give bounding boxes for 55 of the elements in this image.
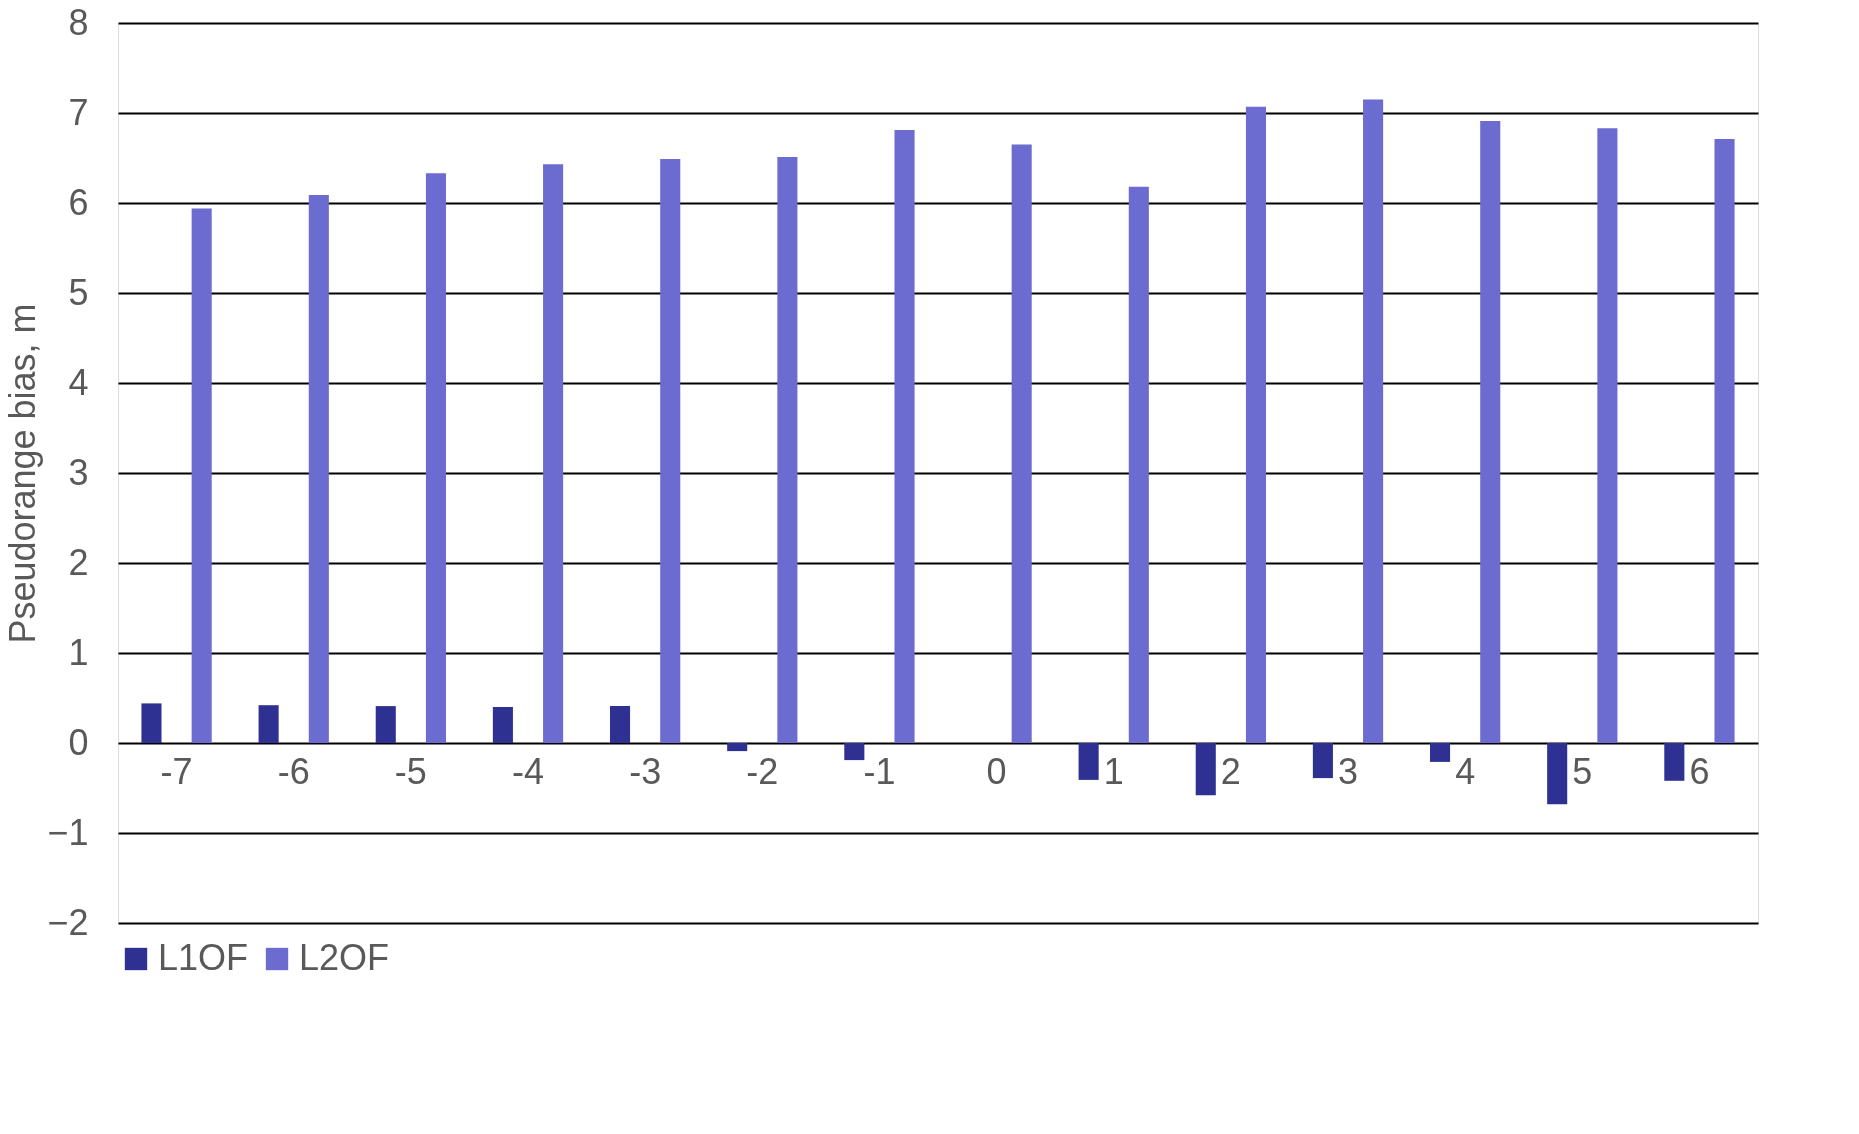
x-tick-label: 2 [1220, 750, 1241, 792]
y-tick-label: 5 [68, 271, 89, 313]
bar [425, 173, 446, 743]
bar [1078, 743, 1099, 780]
bar [1714, 139, 1735, 743]
x-tick-label: 4 [1455, 750, 1476, 792]
x-tick-label: 0 [986, 750, 1007, 792]
bar [727, 743, 748, 752]
x-tick-label: 1 [1103, 750, 1124, 792]
x-tick-label: -3 [629, 750, 662, 792]
bar [1547, 743, 1568, 805]
bar [844, 743, 865, 761]
bar [1245, 106, 1266, 743]
bar [894, 130, 915, 743]
bar [1195, 743, 1216, 796]
bar [1597, 128, 1618, 743]
x-tick-label: -7 [160, 750, 193, 792]
bar [543, 164, 564, 743]
bar [492, 707, 513, 743]
y-tick-label: 6 [68, 181, 89, 223]
y-tick-label: 2 [68, 541, 89, 583]
bar [1363, 99, 1384, 743]
bar [777, 157, 798, 743]
x-tick-label: -6 [277, 750, 310, 792]
y-tick-label: −1 [47, 811, 89, 853]
y-tick-label: 1 [68, 631, 89, 673]
bar [141, 703, 162, 743]
y-tick-label: 8 [68, 1, 89, 43]
bar [1480, 121, 1501, 743]
y-tick-label: −2 [47, 901, 89, 943]
x-tick-label: 3 [1337, 750, 1359, 792]
bar [1312, 743, 1333, 779]
bar [1011, 144, 1032, 743]
x-tick-label: -5 [394, 750, 427, 792]
legend-label: L1OF [158, 937, 249, 978]
x-tick-label: -4 [511, 750, 545, 792]
bar [258, 705, 279, 743]
x-tick-label: 6 [1689, 750, 1710, 792]
x-tick-label: 5 [1572, 750, 1593, 792]
y-tick-label: 7 [68, 91, 89, 133]
bar [375, 706, 396, 743]
bar [1664, 743, 1685, 781]
legend-label: L2OF [299, 937, 390, 978]
bar [660, 158, 681, 743]
bar [1430, 743, 1451, 762]
bar [191, 208, 212, 743]
bar [610, 706, 631, 743]
x-tick-label: -2 [746, 750, 779, 792]
bar [308, 194, 329, 743]
bar [1128, 186, 1149, 743]
x-tick-label: -1 [863, 750, 896, 792]
y-tick-label: 3 [68, 451, 89, 493]
y-tick-label: 0 [68, 721, 89, 763]
y-tick-label: 4 [68, 361, 89, 403]
y-axis-title: Pseudorange bias, m [2, 303, 44, 644]
